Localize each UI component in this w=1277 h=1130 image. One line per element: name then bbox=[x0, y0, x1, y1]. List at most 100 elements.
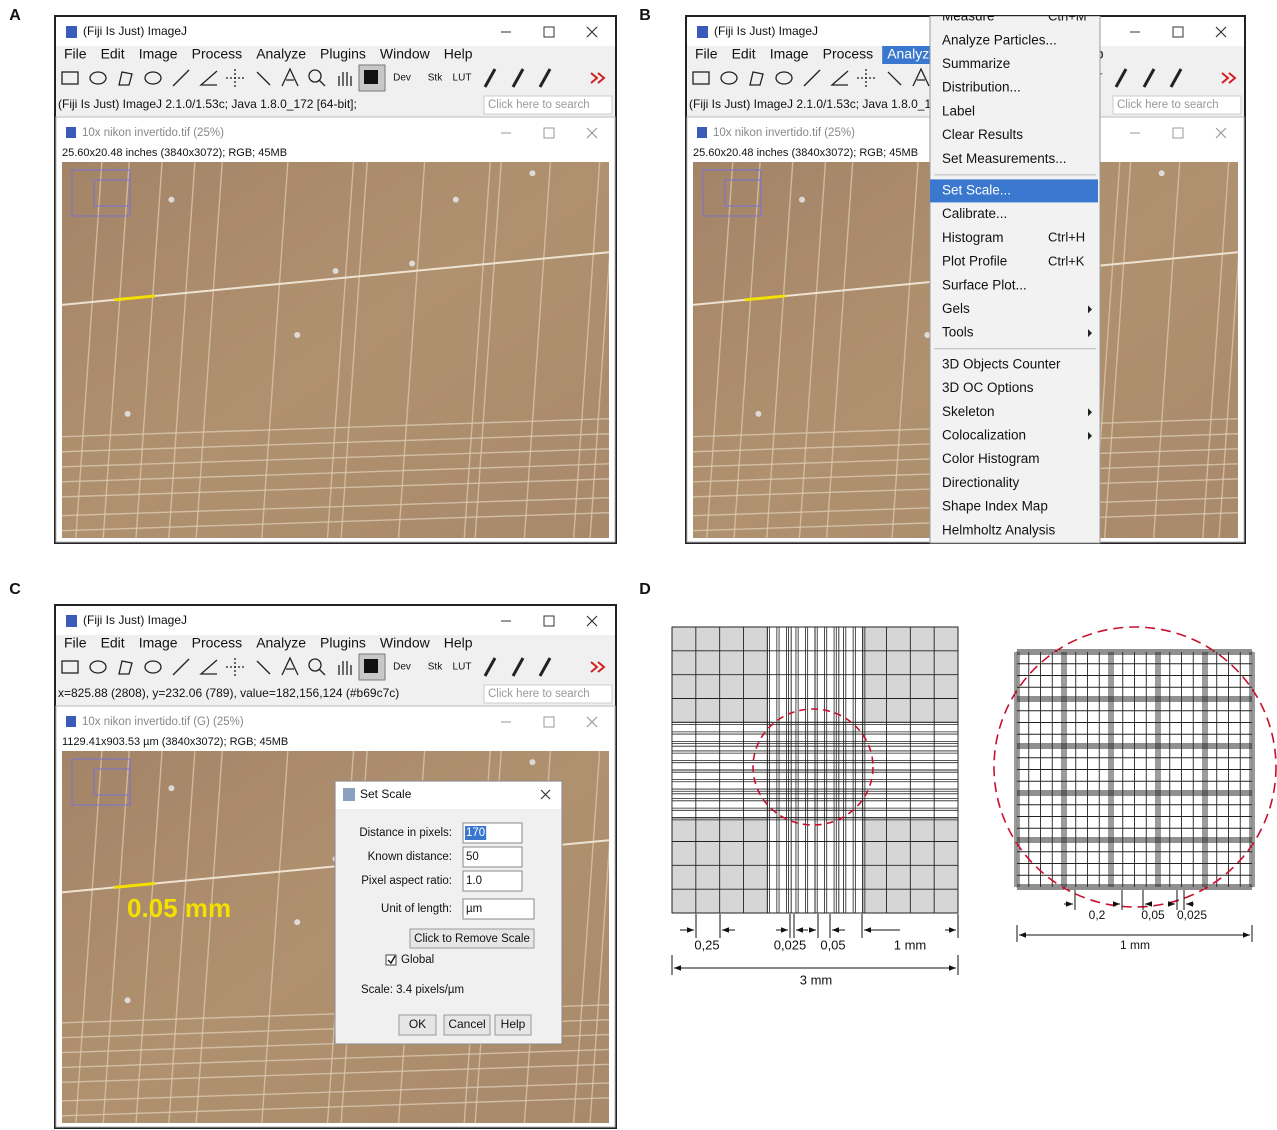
menu-entry[interactable]: Calibrate... bbox=[942, 206, 1007, 221]
menu-shortcut: Ctrl+K bbox=[1048, 253, 1085, 268]
menu-item[interactable]: Edit bbox=[732, 46, 756, 62]
particle bbox=[755, 411, 761, 417]
menu-entry[interactable]: Colocalization bbox=[942, 427, 1026, 442]
menu-item[interactable]: Process bbox=[192, 635, 243, 651]
image-title: 10x nikon invertido.tif (25%) bbox=[713, 127, 855, 139]
menu-item[interactable]: Analyze bbox=[256, 46, 306, 62]
image-title: 10x nikon invertido.tif (G) (25%) bbox=[82, 716, 244, 728]
image-info: 25.60x20.48 inches (3840x3072); RGB; 45M… bbox=[62, 147, 287, 159]
panel-label: C bbox=[9, 581, 21, 598]
field-value: 1.0 bbox=[466, 875, 482, 887]
panel-label: D bbox=[639, 581, 651, 598]
tool-button[interactable] bbox=[716, 65, 742, 91]
particle bbox=[799, 197, 805, 203]
menu-entry[interactable]: Skeleton bbox=[942, 404, 995, 419]
menu-entry[interactable]: Shape Index Map bbox=[942, 499, 1048, 514]
field-value: µm bbox=[466, 903, 482, 915]
status-text: x=825.88 (2808), y=232.06 (789), value=1… bbox=[58, 686, 399, 700]
menu-item[interactable]: Image bbox=[770, 46, 809, 62]
menu-entry[interactable]: Surface Plot... bbox=[942, 277, 1027, 292]
tool-button[interactable] bbox=[140, 654, 166, 680]
tool-label: Dev bbox=[393, 73, 411, 84]
menu-entry[interactable]: Set Measurements... bbox=[942, 151, 1067, 166]
panel-label: B bbox=[639, 7, 651, 24]
menu-entry[interactable]: Color Histogram bbox=[942, 451, 1040, 466]
menu-item[interactable]: Plugins bbox=[320, 635, 366, 651]
menu-entry[interactable]: Summarize bbox=[942, 56, 1010, 71]
tool-button[interactable] bbox=[332, 65, 358, 91]
particle bbox=[333, 268, 339, 274]
menu-entry[interactable]: Histogram bbox=[942, 230, 1004, 245]
tool-button[interactable] bbox=[140, 65, 166, 91]
menu-item[interactable]: Process bbox=[823, 46, 874, 62]
menu-entry[interactable]: Clear Results bbox=[942, 127, 1023, 142]
menu-entry[interactable]: Label bbox=[942, 103, 975, 118]
particle bbox=[924, 332, 930, 338]
tool-button[interactable] bbox=[85, 654, 111, 680]
tool-button[interactable] bbox=[85, 65, 111, 91]
particle bbox=[125, 997, 131, 1003]
menu-entry[interactable]: Tools bbox=[942, 325, 974, 340]
menu-entry[interactable]: Set Scale... bbox=[942, 182, 1011, 197]
menu-entry[interactable]: Plot Profile bbox=[942, 254, 1007, 269]
menu-item[interactable]: Analyze bbox=[256, 635, 306, 651]
imagej-window: (Fiji Is Just) ImageJFileEditImageProces… bbox=[55, 16, 616, 543]
menu-entry[interactable]: Gels bbox=[942, 301, 970, 316]
menu-item[interactable]: Image bbox=[139, 46, 178, 62]
tool-button[interactable] bbox=[688, 65, 714, 91]
menu-item[interactable]: File bbox=[695, 46, 718, 62]
tool-button[interactable] bbox=[113, 65, 139, 91]
tool-button[interactable] bbox=[57, 65, 83, 91]
menu-entry[interactable]: 3D Objects Counter bbox=[942, 356, 1061, 371]
menu-item[interactable]: Help bbox=[444, 635, 473, 651]
dimension-label: 3 mm bbox=[800, 972, 833, 987]
field-label: Distance in pixels: bbox=[359, 827, 452, 839]
status-text: (Fiji Is Just) ImageJ 2.1.0/1.53c; Java … bbox=[58, 97, 357, 111]
button-label: OK bbox=[409, 1017, 426, 1031]
menu-item[interactable]: Edit bbox=[101, 635, 125, 651]
button-label: Help bbox=[501, 1017, 526, 1031]
tool-button[interactable] bbox=[771, 65, 797, 91]
image-info: 25.60x20.48 inches (3840x3072); RGB; 45M… bbox=[693, 147, 918, 159]
dimension-label: 1 mm bbox=[894, 937, 927, 952]
status-text: (Fiji Is Just) ImageJ 2.1.0/1.53c; Java … bbox=[689, 97, 931, 111]
image-info: 1129.41x903.53 µm (3840x3072); RGB; 45MB bbox=[62, 736, 288, 748]
menu-item[interactable]: Window bbox=[380, 46, 431, 62]
tool-button[interactable] bbox=[744, 65, 770, 91]
search-placeholder: Click here to search bbox=[488, 99, 590, 111]
dropdown-menu: MeasureCtrl+MAnalyze Particles...Summari… bbox=[930, 8, 1100, 543]
menu-entry[interactable]: Helmholtz Analysis bbox=[942, 522, 1056, 537]
menu-entry[interactable]: Analyze Particles... bbox=[942, 32, 1057, 47]
menu-item[interactable]: Window bbox=[380, 635, 431, 651]
menu-item[interactable]: Plugins bbox=[320, 46, 366, 62]
tool-label: LUT bbox=[453, 662, 472, 673]
tool-icon bbox=[364, 659, 378, 673]
tool-button[interactable] bbox=[332, 654, 358, 680]
app-icon bbox=[66, 26, 77, 38]
menu-item[interactable]: Edit bbox=[101, 46, 125, 62]
tool-button[interactable] bbox=[304, 65, 330, 91]
tool-label: Stk bbox=[428, 662, 443, 673]
dimension-label: 0,05 bbox=[820, 937, 845, 952]
menu-item[interactable]: Process bbox=[192, 46, 243, 62]
figure: ABCD(Fiji Is Just) ImageJFileEditImagePr… bbox=[0, 0, 1277, 1130]
menu-entry[interactable]: Distribution... bbox=[942, 80, 1021, 95]
image-title: 10x nikon invertido.tif (25%) bbox=[82, 127, 224, 139]
image-icon bbox=[66, 716, 76, 727]
tool-button[interactable] bbox=[113, 654, 139, 680]
tool-icon bbox=[364, 70, 378, 84]
tool-button[interactable] bbox=[57, 654, 83, 680]
dimension-label: 1 mm bbox=[1120, 938, 1150, 952]
menu-entry[interactable]: Directionality bbox=[942, 475, 1020, 490]
chamber-diagrams: 0,250,0250,051 mm3 mm0,20,050,0251 mm bbox=[672, 627, 1276, 987]
menu-item[interactable]: Image bbox=[139, 635, 178, 651]
menu-item[interactable]: File bbox=[64, 635, 87, 651]
particle bbox=[168, 197, 174, 203]
menu-entry[interactable]: Measure bbox=[942, 9, 995, 24]
menu-entry[interactable]: 3D OC Options bbox=[942, 380, 1034, 395]
tool-button[interactable] bbox=[304, 654, 330, 680]
menu-shortcut: Ctrl+H bbox=[1048, 230, 1085, 245]
menu-item[interactable]: Help bbox=[444, 46, 473, 62]
particle bbox=[453, 197, 459, 203]
menu-item[interactable]: File bbox=[64, 46, 87, 62]
